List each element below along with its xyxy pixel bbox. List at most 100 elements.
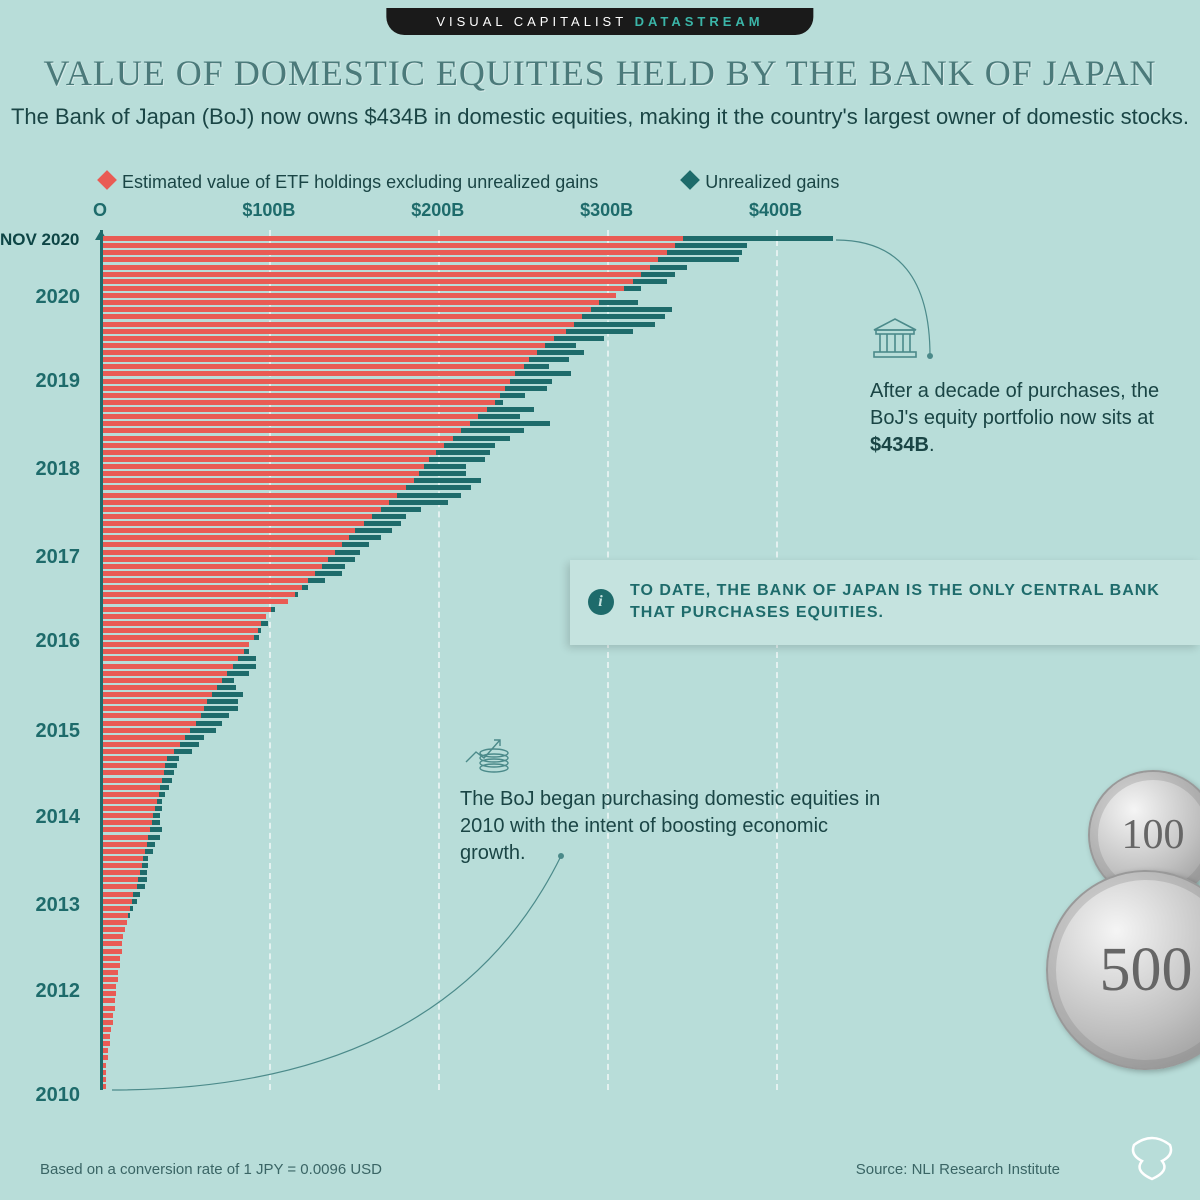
bar-segment-gains <box>254 635 259 640</box>
bar-segment-etf <box>103 721 196 726</box>
bar-segment-etf <box>103 357 529 362</box>
bar-row <box>103 941 860 946</box>
bar-row <box>103 913 860 918</box>
bar-segment-etf <box>103 257 658 262</box>
bar-segment-etf <box>103 507 381 512</box>
bar-row <box>103 471 860 476</box>
bar-segment-etf <box>103 599 288 604</box>
bar-row <box>103 1063 860 1068</box>
bar-segment-gains <box>650 265 687 270</box>
bar-segment-etf <box>103 286 624 291</box>
bar-segment-etf <box>103 934 123 939</box>
x-tick-label: O <box>93 200 107 221</box>
bar-segment-etf <box>103 407 487 412</box>
bar-row <box>103 257 860 262</box>
legend-marker-etf <box>97 170 117 190</box>
bar-row <box>103 1006 860 1011</box>
bar-segment-gains <box>510 379 552 384</box>
bar-segment-etf <box>103 735 185 740</box>
bar-row <box>103 250 860 255</box>
brand-banner: VISUAL CAPITALIST DATASTREAM <box>386 8 813 35</box>
bar-segment-etf <box>103 457 429 462</box>
bar-segment-gains <box>143 856 148 861</box>
bar-row <box>103 386 860 391</box>
bar-segment-etf <box>103 970 118 975</box>
bar-segment-etf <box>103 528 355 533</box>
bar-row <box>103 307 860 312</box>
bar-segment-etf <box>103 756 167 761</box>
bar-segment-etf <box>103 785 160 790</box>
bar-row <box>103 450 860 455</box>
bar-segment-gains <box>453 436 510 441</box>
bar-row <box>103 1084 860 1089</box>
bar-row <box>103 998 860 1003</box>
bar-row <box>103 699 860 704</box>
bar-segment-gains <box>132 899 137 904</box>
bar-segment-etf <box>103 614 266 619</box>
bar-row <box>103 243 860 248</box>
bar-segment-gains <box>140 870 147 875</box>
bar-segment-gains <box>302 585 309 590</box>
bar-segment-etf <box>103 578 308 583</box>
bar-segment-etf <box>103 500 389 505</box>
bar-row <box>103 692 860 697</box>
bar-segment-etf <box>103 436 453 441</box>
bar-row <box>103 272 860 277</box>
bar-row <box>103 507 860 512</box>
bar-segment-etf <box>103 535 349 540</box>
bar-segment-etf <box>103 770 164 775</box>
bar-row <box>103 1027 860 1032</box>
bar-segment-gains <box>152 820 160 825</box>
bar-segment-etf <box>103 279 633 284</box>
info-text: TO DATE, THE BANK OF JAPAN IS THE ONLY C… <box>630 582 1160 621</box>
bar-segment-etf <box>103 243 675 248</box>
bar-segment-etf <box>103 1048 108 1053</box>
bar-row <box>103 884 860 889</box>
bar-segment-gains <box>515 371 571 376</box>
bar-row <box>103 1034 860 1039</box>
bar-segment-etf <box>103 642 249 647</box>
bar-row <box>103 1077 860 1082</box>
bar-row <box>103 678 860 683</box>
bar-segment-gains <box>524 364 549 369</box>
y-axis-year-labels: 2020201920182017201620152014201320122010 <box>12 230 92 1090</box>
bar-segment-etf <box>103 564 322 569</box>
bar-row <box>103 870 860 875</box>
y-year-label: 2016 <box>36 630 81 653</box>
bar-segment-etf <box>103 820 152 825</box>
x-tick-label: $100B <box>242 200 295 221</box>
bars-container <box>103 236 860 1090</box>
bar-row <box>103 1041 860 1046</box>
bar-row <box>103 956 860 961</box>
bar-segment-gains <box>315 571 342 576</box>
bar-segment-gains <box>478 414 520 419</box>
bar-segment-etf <box>103 941 122 946</box>
bar-segment-gains <box>150 827 162 832</box>
bar-segment-etf <box>103 664 233 669</box>
bar-segment-etf <box>103 443 444 448</box>
bar-segment-etf <box>103 571 315 576</box>
bar-segment-etf <box>103 713 201 718</box>
vc-logo-icon <box>1124 1135 1180 1188</box>
bar-row <box>103 1048 860 1053</box>
bar-segment-etf <box>103 350 537 355</box>
bar-segment-gains <box>164 770 174 775</box>
bar-row <box>103 984 860 989</box>
bar-segment-etf <box>103 870 140 875</box>
bar-row <box>103 970 860 975</box>
bar-row <box>103 521 860 526</box>
bar-segment-etf <box>103 1027 111 1032</box>
bar-segment-etf <box>103 250 667 255</box>
bar-row <box>103 279 860 284</box>
bar-segment-etf <box>103 314 582 319</box>
bar-segment-gains <box>261 621 268 626</box>
bar-segment-etf <box>103 236 683 241</box>
bar-segment-etf <box>103 322 574 327</box>
bar-segment-gains <box>495 400 503 405</box>
bar-segment-gains <box>675 243 747 248</box>
bar-row <box>103 1013 860 1018</box>
bar-segment-gains <box>155 806 162 811</box>
brand-left: VISUAL CAPITALIST <box>436 14 627 29</box>
bar-row <box>103 329 860 334</box>
bar-row <box>103 1055 860 1060</box>
